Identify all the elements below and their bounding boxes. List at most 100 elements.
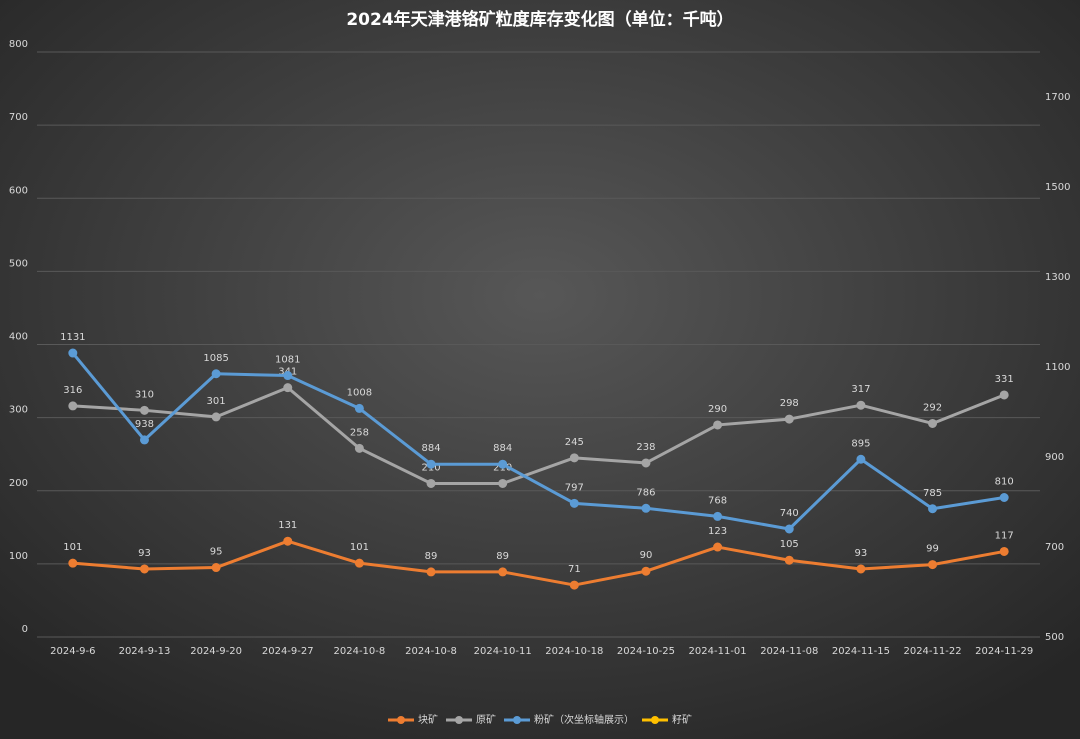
data-point [426, 478, 436, 488]
data-point [354, 558, 364, 568]
data-label: 131 [278, 520, 297, 531]
data-label: 317 [851, 384, 870, 395]
data-label: 884 [493, 443, 512, 454]
data-point [856, 454, 866, 464]
data-point [211, 563, 221, 573]
data-label: 290 [708, 404, 727, 415]
data-point [68, 558, 78, 568]
data-point [498, 459, 508, 469]
data-label: 90 [640, 550, 653, 561]
x-tick-label: 2024-10-18 [545, 646, 603, 657]
x-tick-label: 2024-11-01 [689, 646, 747, 657]
legend-item: 原矿 [446, 713, 496, 726]
data-point [713, 420, 723, 430]
y-tick-label: 500 [9, 258, 28, 269]
data-point [139, 405, 149, 415]
data-point [713, 542, 723, 552]
legend-marker [455, 716, 463, 724]
data-label: 292 [923, 402, 942, 413]
y2-tick-label: 1300 [1045, 272, 1070, 283]
data-label: 105 [780, 539, 799, 550]
data-point [784, 524, 794, 534]
data-label: 884 [421, 443, 440, 454]
y2-tick-label: 500 [1045, 632, 1064, 643]
legend-item: 粉矿（次坐标轴展示） [504, 713, 634, 726]
data-point [928, 504, 938, 514]
data-point [713, 511, 723, 521]
data-point [139, 564, 149, 574]
data-label: 89 [496, 551, 509, 562]
data-point [139, 435, 149, 445]
data-label: 258 [350, 427, 369, 438]
y-tick-label: 0 [22, 624, 28, 635]
data-label: 785 [923, 488, 942, 499]
x-tick-label: 2024-9-13 [119, 646, 171, 657]
data-label: 298 [780, 398, 799, 409]
data-label: 301 [207, 396, 226, 407]
data-label: 71 [568, 564, 581, 575]
data-label: 895 [851, 438, 870, 449]
x-tick-label: 2024-11-29 [975, 646, 1033, 657]
series-line [72, 386, 1005, 485]
legend-marker [513, 716, 521, 724]
x-tick-label: 2024-10-25 [617, 646, 675, 657]
data-point [641, 503, 651, 513]
data-point [498, 478, 508, 488]
data-label: 99 [926, 544, 939, 555]
data-label: 1008 [347, 387, 372, 398]
data-point [426, 459, 436, 469]
data-label: 95 [210, 547, 223, 558]
legend-marker [651, 716, 659, 724]
data-point [426, 567, 436, 577]
x-tick-label: 2024-11-22 [903, 646, 961, 657]
legend-label: 粉矿（次坐标轴展示） [534, 713, 634, 726]
data-label: 93 [855, 548, 868, 559]
x-tick-label: 2024-11-15 [832, 646, 890, 657]
data-point [283, 371, 293, 381]
data-label: 938 [135, 419, 154, 430]
data-point [68, 401, 78, 411]
data-point [928, 418, 938, 428]
data-point [999, 390, 1009, 400]
data-point [211, 412, 221, 422]
legend-item: 籽矿 [642, 713, 692, 726]
x-tick-label: 2024-10-8 [405, 646, 457, 657]
legend-item: 块矿 [388, 713, 438, 726]
chart-title: 2024年天津港铬矿粒度库存变化图（单位：千吨） [346, 9, 733, 30]
data-point [283, 383, 293, 393]
legend-marker [397, 716, 405, 724]
data-point [641, 566, 651, 576]
data-label: 101 [63, 542, 82, 553]
x-tick-label: 2024-10-8 [334, 646, 386, 657]
data-label: 797 [565, 482, 584, 493]
data-point [641, 458, 651, 468]
data-label: 316 [63, 385, 82, 396]
data-label: 740 [780, 508, 799, 519]
data-label: 310 [135, 389, 154, 400]
data-point [498, 567, 508, 577]
data-label: 331 [995, 374, 1014, 385]
series-line [72, 539, 1005, 587]
data-label: 1085 [203, 353, 228, 364]
y-tick-label: 200 [9, 478, 28, 489]
y2-tick-label: 900 [1045, 452, 1064, 463]
data-label: 786 [636, 487, 655, 498]
y2-tick-label: 700 [1045, 542, 1064, 553]
data-point [211, 369, 221, 379]
data-point [68, 348, 78, 358]
y-tick-label: 700 [9, 112, 28, 123]
data-label: 117 [995, 530, 1014, 541]
x-tick-label: 2024-10-11 [474, 646, 532, 657]
data-point [999, 493, 1009, 502]
y2-tick-label: 1500 [1045, 182, 1070, 193]
y-tick-label: 400 [9, 332, 28, 343]
x-tick-label: 2024-9-27 [262, 646, 314, 657]
y2-tick-label: 1700 [1045, 92, 1070, 103]
data-label: 93 [138, 548, 151, 559]
legend: 块矿 原矿 粉矿（次坐标轴展示） 籽矿 [388, 713, 692, 726]
data-label: 89 [425, 551, 438, 562]
legend-label: 块矿 [418, 713, 438, 726]
y-tick-label: 600 [9, 185, 28, 196]
